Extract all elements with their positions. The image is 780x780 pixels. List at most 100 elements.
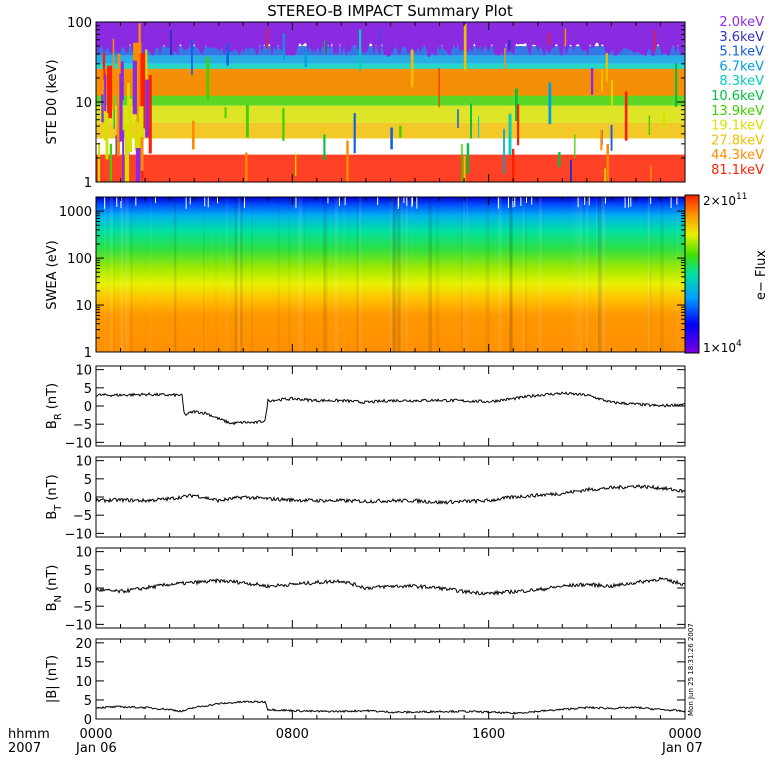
ste-spike [135, 147, 141, 182]
y-tick-label: 15 [75, 656, 92, 671]
ste-spike [124, 122, 130, 182]
y-tick-label: 10 [75, 546, 92, 561]
y-tick-label: −5 [73, 418, 92, 433]
ste-spike [470, 103, 472, 139]
swea-streak [298, 197, 303, 352]
swea-streak [587, 197, 589, 352]
ste-spike [478, 116, 480, 138]
swea-streak [597, 197, 600, 352]
swea-streak [215, 197, 217, 352]
y-tick-label: 10 [75, 675, 92, 690]
swea-gap [377, 197, 379, 206]
ste-spike [282, 108, 285, 141]
ste-spike [466, 143, 470, 174]
ste-spike [119, 73, 123, 142]
ste-spike [245, 152, 248, 182]
y-tick-label: −10 [65, 436, 92, 451]
ste-spike [145, 49, 148, 108]
x-date-right: Jan 07 [661, 741, 703, 756]
swea-ylabel: SWEA (eV) [45, 240, 60, 309]
ste-spike [145, 79, 149, 138]
swea-streak [130, 197, 133, 352]
swea-streak [485, 197, 490, 352]
ste-spike [122, 130, 125, 182]
swea-gap [526, 197, 528, 204]
swea-streak [113, 197, 115, 352]
ste-panel: 1 10 100 STE D0 (keV) 2.0keV3.6keV5.1keV6.… [45, 15, 764, 191]
ste-spike [169, 29, 172, 55]
ste-spike [504, 47, 506, 96]
ste-spike [134, 119, 137, 151]
bn-panel: 10 5 0 −5 −10 BN(nT) [45, 546, 686, 633]
swea-streak [405, 197, 409, 352]
ste-spike [438, 67, 440, 108]
ste-spike [503, 128, 505, 174]
swea-streak [660, 197, 664, 352]
ste-spike [127, 83, 130, 120]
colorbar-label: e− Flux [754, 250, 769, 300]
x-corner-year: 2007 [8, 741, 41, 756]
swea-streak [343, 197, 345, 352]
swea-streak [647, 197, 651, 352]
bt-frame [95, 456, 686, 538]
y-tick-label: −10 [65, 527, 92, 542]
bt-y-axis: 10 5 0 −5 −10 [65, 455, 685, 542]
swea-streak [239, 197, 243, 352]
ste-spike [98, 142, 101, 182]
swea-gap [670, 197, 672, 209]
ste-spike [295, 153, 297, 176]
ste-spike [122, 107, 126, 139]
timestamp-label: Mon Jun 25 18:31:26 2007 [687, 623, 695, 716]
bmag-y-axis: 20 15 10 5 0 [75, 637, 685, 728]
ste-spike [624, 91, 628, 141]
swea-gap [512, 197, 514, 208]
ste-y-axis: 1 10 100 [67, 16, 685, 191]
ste-spike [548, 82, 552, 125]
legend-entry: 3.6keV [719, 30, 764, 45]
y-tick-label: 10 [75, 299, 92, 314]
ste-spike [461, 143, 463, 182]
ste-spike [133, 42, 138, 73]
swea-gap [344, 197, 346, 206]
bt-ylabel: BT(nT) [45, 474, 64, 519]
swea-streak [521, 197, 526, 352]
swea-gap [295, 197, 297, 209]
legend-entry: 6.7keV [719, 59, 764, 74]
ste-spike [508, 39, 511, 51]
swea-gap [406, 197, 408, 206]
ste-spike [675, 63, 678, 107]
swea-gap [416, 197, 418, 209]
bmag-panel: 20 15 10 5 0 |B| (nT) Mon Jun 25 18:31:26 20… [45, 623, 695, 728]
swea-gap [204, 197, 206, 207]
ste-spike [611, 80, 613, 107]
swea-y-axis: 1 10 100 1000 [59, 196, 685, 361]
x-tick-label: 0800 [276, 727, 309, 742]
swea-streak [509, 197, 513, 352]
y-tick-label: 100 [67, 16, 92, 31]
x-axis: 0000 0800 1600 0000 [79, 22, 702, 742]
swea-streak [334, 197, 339, 352]
ste-spike [148, 75, 152, 154]
ste-spike [650, 165, 652, 182]
y-tick-label: 10 [75, 455, 92, 470]
ste-spike [508, 114, 512, 155]
swea-streak [436, 197, 440, 352]
swea-streak [238, 197, 241, 352]
y-tick-label: 100 [67, 252, 92, 267]
ste-spike [604, 168, 606, 182]
ste-spike [282, 32, 285, 61]
swea-streaks [104, 197, 680, 352]
swea-gap [154, 197, 156, 204]
swea-streak [389, 197, 391, 352]
x-date-left: Jan 06 [75, 741, 117, 756]
swea-gap [630, 197, 632, 207]
swea-gap [531, 197, 533, 205]
swea-streak [173, 197, 177, 352]
swea-streak [323, 197, 328, 352]
bmag-frame [95, 638, 686, 720]
ste-band [96, 68, 685, 96]
bn-frame [95, 547, 686, 629]
swea-streak [225, 197, 229, 352]
ste-spike [606, 143, 610, 182]
